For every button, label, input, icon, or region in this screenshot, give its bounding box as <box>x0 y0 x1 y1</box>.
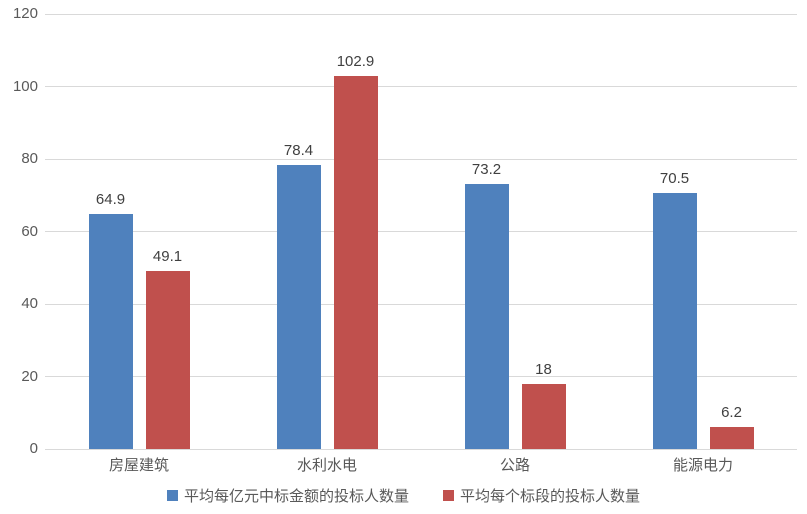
bar-value-label: 70.5 <box>659 170 690 188</box>
legend-label-series-1: 平均每个标段的投标人数量 <box>460 488 641 505</box>
bar-value-label: 73.2 <box>471 160 502 178</box>
legend-swatch-blue <box>166 490 178 501</box>
gridline-y-100 <box>45 86 797 87</box>
bar-value-label: 102.9 <box>336 52 375 70</box>
y-axis-tick-label: 40 <box>21 295 38 312</box>
y-axis-tick-label: 100 <box>12 77 38 95</box>
x-axis-category-label: 能源电力 <box>672 457 733 474</box>
y-axis-tick-label: 0 <box>29 440 38 457</box>
x-axis-category-label: 房屋建筑 <box>108 457 169 474</box>
y-axis-tick-label: 120 <box>12 5 38 22</box>
x-axis-category-label: 公路 <box>499 457 530 474</box>
bar-value-label: 78.4 <box>283 141 314 159</box>
chart-legend: 平均每亿元中标金额的投标人数量 平均每个标段的投标人数量 <box>0 485 807 506</box>
bar-value-label: 49.1 <box>152 248 183 265</box>
bar-value-label: 64.9 <box>95 190 126 208</box>
bar-series-0-cat-0 <box>88 213 133 449</box>
legend-label-series-0: 平均每亿元中标金额的投标人数量 <box>183 488 409 505</box>
bar-series-1-cat-2 <box>521 383 566 449</box>
bar-series-0-cat-3 <box>652 193 697 449</box>
x-axis-category-label: 水利水电 <box>296 457 357 474</box>
bar-series-0-cat-2 <box>464 183 509 449</box>
legend-item-series-0: 平均每亿元中标金额的投标人数量 <box>166 485 409 506</box>
bar-series-1-cat-0 <box>145 271 190 449</box>
gridline-y-80 <box>45 158 797 160</box>
bar-series-0-cat-1 <box>276 164 321 449</box>
bar-value-label: 6.2 <box>721 403 742 421</box>
y-axis-tick-label: 80 <box>21 150 38 167</box>
y-axis-tick-label: 60 <box>21 222 38 240</box>
legend-swatch-red <box>443 490 454 501</box>
legend-item-series-1: 平均每个标段的投标人数量 <box>443 485 640 506</box>
gridline-y-120 <box>45 13 797 15</box>
y-axis-tick-label: 20 <box>21 367 38 385</box>
bar-series-1-cat-3 <box>709 426 754 449</box>
bar-value-label: 18 <box>535 360 552 378</box>
bar-series-1-cat-1 <box>333 75 378 449</box>
